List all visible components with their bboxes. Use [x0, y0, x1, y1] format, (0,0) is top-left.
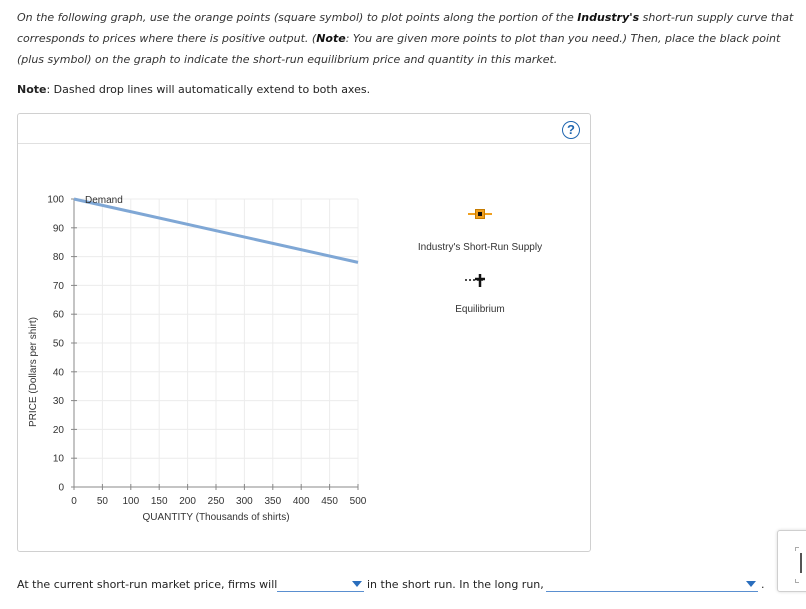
x-axis-label: QUANTITY (Thousands of shirts) [142, 512, 289, 523]
y-tick-label: 0 [58, 483, 64, 494]
y-tick-label: 30 [53, 396, 65, 407]
x-tick-label: 350 [264, 496, 281, 507]
chart-axes [71, 198, 359, 490]
demand-curve-label: Demand [85, 195, 123, 206]
y-tick-label: 70 [53, 281, 65, 292]
chart-series: Demand [73, 195, 359, 264]
bottom-sentence-part2: in the short run. In the long run, [367, 578, 544, 591]
instr-bold-note: Note [316, 32, 346, 45]
supply-palette-label: Industry's Short-Run Supply [418, 242, 542, 253]
equilibrium-palette-tool[interactable] [465, 274, 485, 287]
chevron-down-icon [746, 581, 756, 587]
corner-mark-top [795, 547, 799, 551]
supply-palette-tool[interactable] [468, 209, 492, 219]
y-tick-label: 20 [53, 425, 65, 436]
x-tick-label: 150 [151, 496, 168, 507]
x-tick-label: 500 [350, 496, 367, 507]
instructions: On the following graph, use the orange p… [17, 7, 799, 70]
equilibrium-palette-label: Equilibrium [455, 304, 504, 315]
end-punctuation: . [761, 578, 765, 591]
firms-short-run-dropdown[interactable] [277, 576, 364, 592]
x-tick-label: 300 [236, 496, 253, 507]
x-tick-label: 250 [208, 496, 225, 507]
instr-part3: : You are given more points to plot than… [17, 32, 781, 66]
chevron-down-icon [352, 581, 362, 587]
side-tool-widget[interactable] [777, 530, 806, 592]
graph-svg[interactable]: 0 50 100 150 200 250 300 350 400 450 500 0 10 20 30 40… [18, 143, 590, 551]
x-tick-labels: 0 50 100 150 200 250 300 350 400 450 500 [71, 496, 367, 507]
y-axis-label: PRICE (Dollars per shirt) [28, 317, 39, 427]
x-tick-label: 0 [71, 496, 77, 507]
drop-lines-note: Note: Dashed drop lines will automatical… [17, 83, 370, 96]
bottom-sentence-part1: At the current short-run market price, f… [17, 578, 278, 591]
graph-panel: ? 0 50 100 150 200 250 300 350 400 450 500 0 10 20 30… [17, 113, 591, 552]
note-label: Note [17, 83, 47, 96]
y-tick-label: 80 [53, 252, 65, 263]
chart-grid [74, 198, 359, 487]
y-tick-label: 100 [47, 195, 64, 206]
x-tick-label: 400 [293, 496, 310, 507]
supply-square-inner [478, 212, 482, 216]
text-cursor-icon [800, 553, 802, 573]
note-text: : Dashed drop lines will automatically e… [46, 83, 371, 96]
y-tick-label: 90 [53, 223, 65, 234]
instr-part1: On the following graph, use the orange p… [17, 11, 578, 24]
y-tick-label: 40 [53, 367, 65, 378]
y-tick-label: 60 [53, 310, 65, 321]
panel-header: ? [18, 114, 590, 144]
y-tick-label: 10 [53, 454, 65, 465]
x-tick-label: 450 [321, 496, 338, 507]
x-tick-label: 100 [122, 496, 139, 507]
x-tick-label: 50 [97, 496, 109, 507]
instr-bold-industry: Industry's [577, 11, 640, 24]
y-tick-label: 50 [53, 339, 65, 350]
demand-curve [73, 197, 359, 264]
help-button[interactable]: ? [562, 121, 580, 139]
instr-part2: short-run supply curve that corresponds … [17, 11, 794, 45]
corner-mark-bottom [795, 579, 799, 583]
long-run-dropdown[interactable] [546, 576, 758, 592]
x-tick-label: 200 [179, 496, 196, 507]
y-tick-labels: 0 10 20 30 40 50 60 70 80 90 100 [47, 195, 64, 494]
